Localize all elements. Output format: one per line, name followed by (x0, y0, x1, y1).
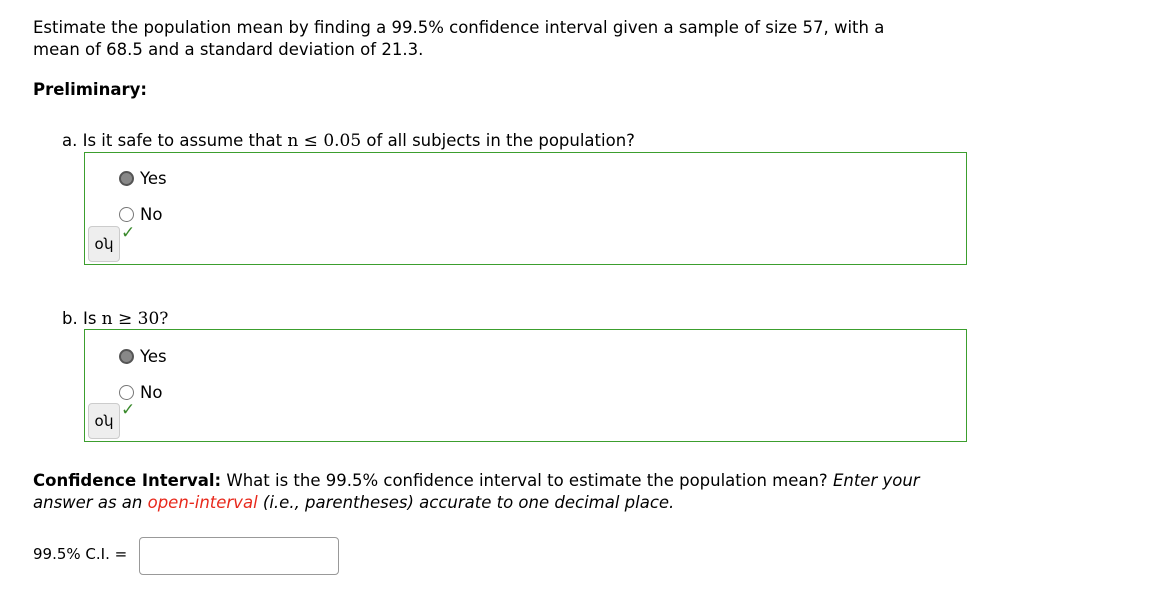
preliminary-heading: Preliminary: (33, 80, 147, 99)
key-icon[interactable]: oʮ (88, 226, 120, 262)
question-a-text: a. Is it safe to assume that (62, 131, 288, 150)
option-label: Yes (140, 169, 167, 188)
ci-label: Confidence Interval: (33, 471, 222, 490)
ci-answer-input[interactable] (139, 537, 339, 575)
answer-box-b: Yes No oʮ ✓ (84, 329, 967, 442)
radio-b-no[interactable]: No (119, 383, 162, 402)
question-a-suffix: of all subjects in the population? (361, 131, 635, 150)
question-b-math: n ≥ 30? (101, 309, 169, 329)
radio-button[interactable] (119, 349, 134, 364)
question-a-math: n ≤ 0.05 (287, 131, 362, 151)
ci-instruction: Enter your answer as an (33, 471, 920, 512)
question-prompt: Estimate the population mean by finding … (33, 18, 885, 59)
ci-question: Confidence Interval: What is the 99.5% c… (33, 470, 953, 514)
ci-text: What is the 99.5% confidence interval to… (221, 471, 833, 490)
answer-box-a: Yes No oʮ ✓ (84, 152, 967, 265)
question-b-text: b. Is (62, 309, 102, 328)
question-b: b. Is n ≥ 30? (62, 309, 168, 329)
open-interval-highlight: open-interval (147, 493, 258, 512)
option-label: No (140, 383, 163, 402)
radio-a-yes[interactable]: Yes (119, 169, 167, 188)
radio-a-no[interactable]: No (119, 205, 162, 224)
key-icon[interactable]: oʮ (88, 403, 120, 439)
ci-input-label: 99.5% C.I. = (33, 545, 128, 563)
checkmark-icon: ✓ (121, 223, 136, 243)
radio-b-yes[interactable]: Yes (119, 347, 167, 366)
ci-instruction-end: (i.e., parentheses) accurate to one deci… (257, 493, 675, 512)
radio-button[interactable] (119, 385, 134, 400)
radio-button[interactable] (119, 171, 134, 186)
option-label: No (140, 205, 163, 224)
option-label: Yes (140, 347, 167, 366)
question-a: a. Is it safe to assume that n ≤ 0.05 of… (62, 131, 635, 151)
radio-button[interactable] (119, 207, 134, 222)
checkmark-icon: ✓ (121, 400, 136, 420)
